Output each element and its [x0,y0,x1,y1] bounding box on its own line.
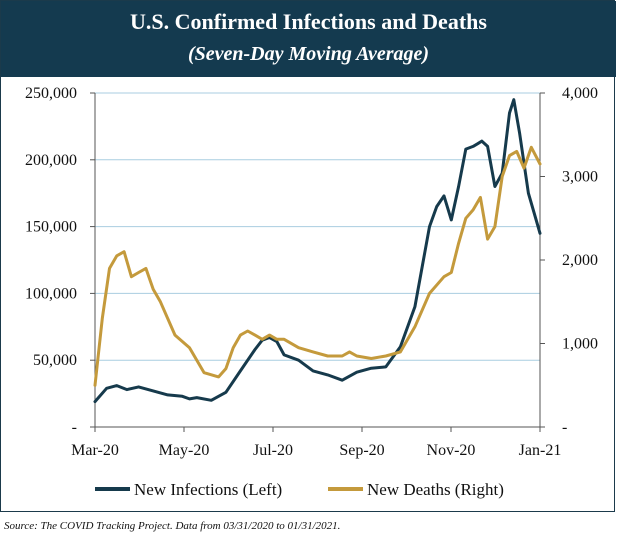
right-tick-label: 2,000 [562,252,598,269]
right-tick-label: 4,000 [562,85,598,102]
legend-label-deaths: New Deaths (Right) [367,480,504,499]
chart-subtitle: (Seven-Day Moving Average) [187,43,430,65]
source-note: Source: The COVID Tracking Project. Data… [4,520,341,532]
series-line-infections [93,98,542,404]
right-tick-label: - [562,419,567,436]
left-tick-label: 50,000 [33,352,77,369]
legend-label-infections: New Infections (Left) [134,480,282,499]
left-tick-label: 100,000 [25,285,77,302]
left-tick-label: 250,000 [25,85,77,102]
x-tick-label: Mar-20 [71,442,119,459]
x-tick-label: Sep-20 [339,442,384,459]
chart-title: U.S. Confirmed Infections and Deaths [130,9,487,34]
x-tick-label: Jan-21 [519,442,562,459]
chart-header: U.S. Confirmed Infections and Deaths (Se… [1,1,616,77]
left-tick-label: 150,000 [25,219,77,236]
x-tick-label: May-20 [159,442,210,459]
legend: New Infections (Left) New Deaths (Right) [95,480,504,499]
left-tick-label: 200,000 [25,152,77,169]
x-tick-label: Nov-20 [427,442,476,459]
grid-layer [95,92,540,361]
chart-svg: - 50,000 100,000 150,000 200,000 250,000 - 1,00… [25,85,598,499]
left-tick-label: - [72,419,77,436]
right-tick-label: 3,000 [562,169,598,186]
axis-layer [90,92,545,432]
x-tick-label: Jul-20 [253,442,293,459]
right-tick-label: 1,000 [562,336,598,353]
series-layer [93,98,542,404]
series-line-deaths [93,145,542,387]
tick-layer: - 50,000 100,000 150,000 200,000 250,000 - 1,00… [25,85,598,459]
